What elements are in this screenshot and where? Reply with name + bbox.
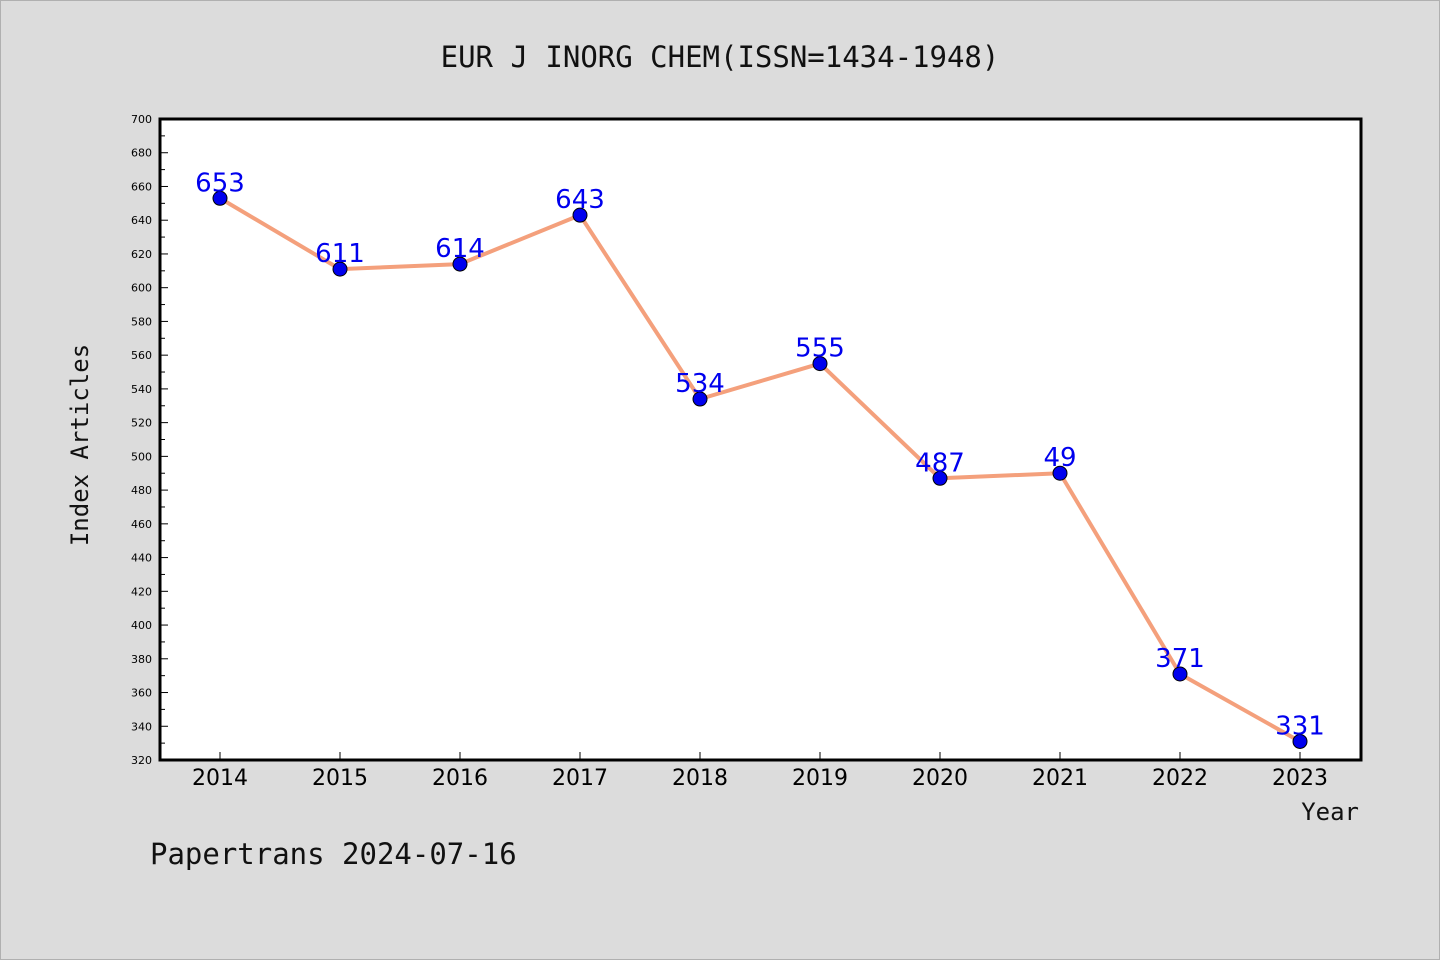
- data-label: 371: [1155, 644, 1205, 674]
- y-tick-label: 640: [131, 214, 152, 227]
- data-labels: 653 611 614 643 534 555 487 49 371 331: [195, 168, 1325, 741]
- y-tick-label: 660: [131, 180, 152, 193]
- data-point: [332, 261, 348, 277]
- y-tick-label: 400: [131, 619, 152, 632]
- y-tick-label: 680: [131, 147, 152, 160]
- data-point: [1292, 733, 1308, 749]
- y-tick-label: 620: [131, 248, 152, 261]
- y-tick-label: 440: [131, 552, 152, 565]
- chart-title: EUR J INORG CHEM(ISSN=1434-1948): [441, 40, 1000, 74]
- x-axis-title: Year: [1301, 798, 1359, 826]
- y-tick-label: 560: [131, 349, 152, 362]
- y-tick-label: 480: [131, 484, 152, 497]
- data-label: 331: [1275, 711, 1325, 741]
- series-line: [218, 196, 1301, 744]
- data-point: [1172, 666, 1188, 682]
- x-tick-label: 2016: [432, 766, 488, 791]
- y-axis: 320 340 360 380 400 420 440 460 480 500 520 540 560 5…: [131, 113, 168, 767]
- data-label: 614: [435, 234, 485, 264]
- x-tick-label: 2023: [1272, 766, 1328, 791]
- data-label: 534: [675, 369, 725, 399]
- y-tick-label: 320: [131, 754, 152, 767]
- y-tick-label: 580: [131, 315, 152, 328]
- x-tick-label: 2019: [792, 766, 848, 791]
- y-tick-label: 600: [131, 282, 152, 295]
- x-tick-label: 2018: [672, 766, 728, 791]
- y-tick-label: 420: [131, 585, 152, 598]
- x-tick-label: 2017: [552, 766, 608, 791]
- data-label: 653: [195, 168, 245, 198]
- y-tick-label: 700: [131, 113, 152, 126]
- data-label: 611: [315, 239, 365, 269]
- data-label: 487: [915, 448, 965, 478]
- y-tick-label: 460: [131, 518, 152, 531]
- footer-watermark: Papertrans 2024-07-16: [150, 837, 517, 871]
- x-axis: 2014 2015 2016 2017 2018 2019 2020 2021 2022 2023: [192, 752, 1328, 791]
- y-tick-label: 540: [131, 383, 152, 396]
- y-tick-label: 340: [131, 720, 152, 733]
- x-tick-label: 2014: [192, 766, 248, 791]
- data-point: [452, 256, 468, 272]
- x-tick-label: 2020: [912, 766, 968, 791]
- data-point: [1052, 465, 1068, 481]
- data-point: [812, 356, 828, 372]
- data-label: 49: [1043, 443, 1076, 473]
- series-markers: [212, 190, 1308, 749]
- x-tick-label: 2015: [312, 766, 368, 791]
- data-point: [212, 190, 228, 206]
- x-tick-label: 2022: [1152, 766, 1208, 791]
- data-label: 555: [795, 334, 845, 364]
- plot-area: [158, 117, 1363, 762]
- y-tick-label: 500: [131, 450, 152, 463]
- data-point: [572, 207, 588, 223]
- y-tick-label: 520: [131, 417, 152, 430]
- data-point: [692, 391, 708, 407]
- y-axis-title: Index Articles: [66, 344, 94, 546]
- y-tick-label: 380: [131, 653, 152, 666]
- data-label: 643: [555, 185, 605, 215]
- data-point: [932, 470, 948, 486]
- x-tick-label: 2021: [1032, 766, 1088, 791]
- y-tick-label: 360: [131, 687, 152, 700]
